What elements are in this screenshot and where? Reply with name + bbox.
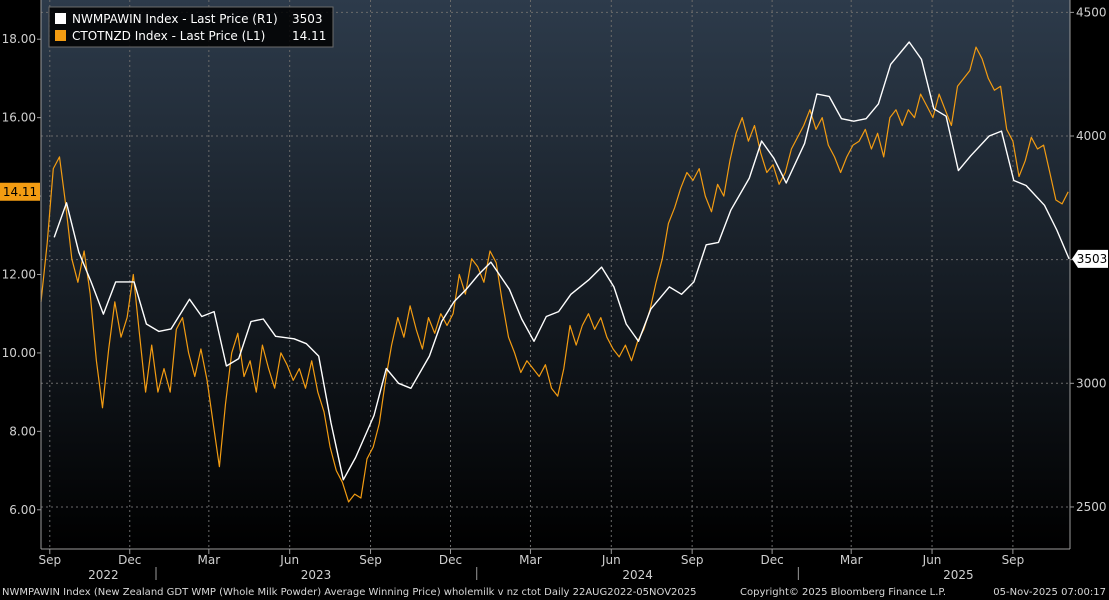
- right-tick-label: 4500: [1076, 5, 1107, 19]
- last-value-badges: 14.11 3503: [0, 182, 1108, 268]
- right-tick-label: 4000: [1076, 129, 1107, 143]
- x-tick-label: Mar: [519, 553, 542, 567]
- x-tick-label: Sep: [38, 553, 61, 567]
- x-tick-label: Mar: [840, 553, 863, 567]
- footer-description: NWMPAWIN Index (New Zealand GDT WMP (Who…: [2, 587, 697, 598]
- last-value-badge-nwmpawin: [1072, 249, 1108, 268]
- left-tick-label: 10.00: [2, 346, 36, 360]
- series-line-ctotnzd: [40, 46, 1069, 503]
- x-tick-label: Dec: [118, 553, 141, 567]
- legend-box: [48, 6, 334, 48]
- legend-value-ctotnzd: 14.11: [292, 29, 326, 43]
- year-label: 2025: [943, 568, 974, 582]
- plot-area: [41, 0, 1070, 549]
- x-tick-label: Dec: [760, 553, 783, 567]
- left-tick-label: 16.00: [2, 111, 36, 125]
- right-tick-label: 3000: [1076, 376, 1107, 390]
- x-tick-label: Jun: [279, 553, 299, 567]
- legend-label-nwmpawin: NWMPAWIN Index - Last Price (R1): [72, 12, 278, 26]
- x-tick-label: Sep: [681, 553, 704, 567]
- x-tick-label: Sep: [1002, 553, 1025, 567]
- footer-timestamp: 05-Nov-2025 07:00:17: [993, 587, 1106, 598]
- footer: NWMPAWIN Index (New Zealand GDT WMP (Who…: [2, 587, 1106, 598]
- series-line-nwmpawin: [53, 41, 1070, 481]
- year-labels: 2022 2023 2024 2025: [88, 567, 974, 582]
- left-tick-label: 12.00: [2, 268, 36, 282]
- x-tick-label: Dec: [439, 553, 462, 567]
- legend-swatch-ctotnzd: [55, 30, 66, 41]
- left-tick-label: 8.00: [9, 424, 36, 438]
- left-tick-label: 6.00: [9, 503, 36, 517]
- year-label: 2024: [622, 568, 653, 582]
- series-lines: [40, 41, 1070, 503]
- footer-copyright: Copyright© 2025 Bloomberg Finance L.P.: [740, 587, 946, 598]
- year-label: 2023: [301, 568, 332, 582]
- legend-value-nwmpawin: 3503: [292, 12, 323, 26]
- left-tick-label: 18.00: [2, 32, 36, 46]
- legend-swatch-nwmpawin: [55, 13, 66, 24]
- x-tick-label: Sep: [359, 553, 382, 567]
- x-tick-label: Mar: [198, 553, 221, 567]
- x-tick-label: Jun: [922, 553, 942, 567]
- x-axis-ticks: Sep Dec Mar Jun Sep Dec Mar Jun Sep Dec Mar Jun Sep: [38, 549, 1024, 567]
- last-value-badge-nwmpawin-text: 3503: [1077, 252, 1108, 266]
- x-tick-label: Jun: [601, 553, 621, 567]
- last-value-badge-ctotnzd: [0, 182, 40, 201]
- right-tick-label: 2500: [1076, 500, 1107, 514]
- last-value-badge-ctotnzd-text: 14.11: [3, 185, 37, 199]
- legend: NWMPAWIN Index - Last Price (R1) 3503 CT…: [48, 6, 334, 48]
- legend-label-ctotnzd: CTOTNZD Index - Last Price (L1): [72, 29, 265, 43]
- year-label: 2022: [88, 568, 119, 582]
